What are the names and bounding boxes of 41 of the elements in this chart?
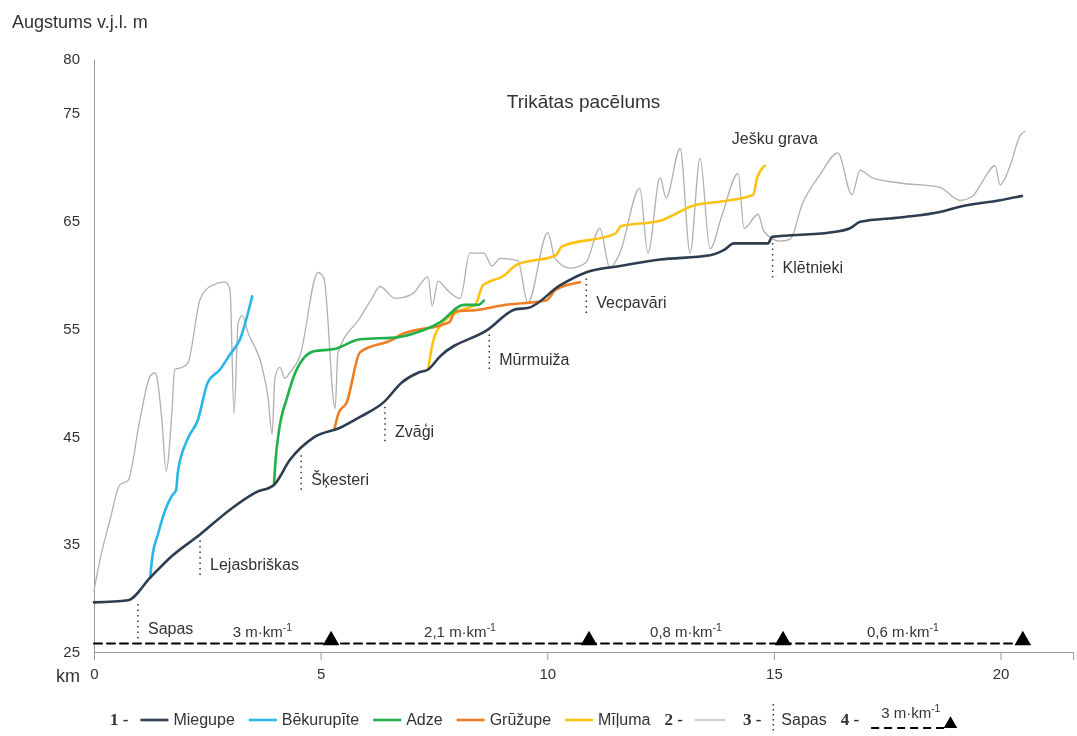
annotation: 0,8 m·km$^{-1}$	[650, 621, 723, 641]
legend-label: Grūžupe	[489, 711, 552, 728]
legend-label: Adze	[406, 711, 443, 728]
text: Sapas	[781, 711, 827, 728]
y-tick-label: 80	[63, 50, 80, 68]
y-tick-label: 45	[63, 427, 80, 445]
x-axis-title: km	[56, 666, 80, 686]
annotation: Sapas	[147, 620, 194, 638]
text: 3 m·km$^{-1}$	[881, 702, 941, 721]
y-axis-title: Augstums v.j.l. m	[12, 12, 148, 32]
annotation: Lejasbriškas	[210, 556, 300, 574]
text: Trikātas pacēlums	[506, 91, 661, 112]
y-tick-label: 25	[63, 643, 80, 661]
line-series	[426, 164, 767, 371]
y-tick-label: 65	[63, 212, 80, 230]
text: 2 -	[664, 710, 684, 729]
annotation: Zvāģi	[395, 422, 435, 440]
annotation: 2,1 m·km$^{-1}$	[424, 621, 497, 641]
line-series	[93, 130, 1026, 592]
y-tick-label: 75	[63, 104, 80, 122]
x-tick-label: 15	[766, 664, 783, 682]
x-tick-label: 10	[539, 664, 557, 682]
legend-label: Bēkurupīte	[281, 711, 360, 728]
annotation: 0,6 m·km$^{-1}$	[866, 621, 939, 641]
annotation: Klētnieki	[782, 258, 844, 276]
text: 4 -	[840, 710, 860, 729]
line-series	[92, 194, 1024, 604]
annotation: 3 m·km$^{-1}$	[232, 621, 293, 641]
text: 3 -	[742, 710, 762, 729]
annotation: Mūrmuiža	[499, 350, 570, 368]
annotation: Ješku grava	[731, 129, 819, 147]
y-tick-label: 35	[63, 535, 80, 553]
y-tick-label: 55	[63, 319, 80, 337]
legend-label: Mīļuma	[598, 711, 651, 728]
x-tick-label: 0	[90, 664, 99, 682]
annotation: Šķesteri	[311, 470, 369, 489]
text: 1 -	[110, 710, 129, 729]
x-tick-label: 20	[992, 664, 1010, 682]
legend-label: Miegupe	[173, 711, 235, 728]
x-tick-label: 5	[316, 664, 326, 682]
annotation: Vecpavāri	[596, 294, 667, 312]
